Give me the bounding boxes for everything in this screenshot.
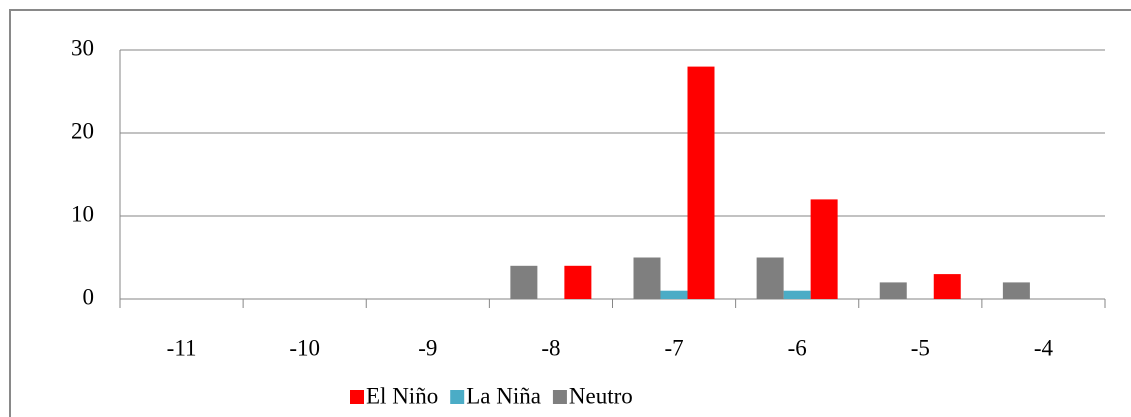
y-tick-label: 10 — [71, 201, 94, 226]
y-tick-label: 20 — [71, 118, 94, 143]
bar — [783, 290, 811, 299]
x-tick-label: -7 — [664, 335, 683, 360]
bar — [933, 274, 961, 299]
x-tick-label: -11 — [167, 335, 197, 360]
x-tick-label: -10 — [289, 335, 320, 360]
x-tick-label: -9 — [418, 335, 437, 360]
bar — [564, 265, 592, 299]
x-tick-label: -5 — [911, 335, 930, 360]
legend-swatch — [350, 390, 364, 404]
bar — [660, 290, 688, 299]
bar — [1002, 282, 1030, 299]
x-tick-label: -6 — [788, 335, 807, 360]
bar — [810, 199, 838, 299]
bar — [756, 257, 784, 299]
bar — [879, 282, 907, 299]
legend-label: La Niña — [466, 383, 541, 408]
x-tick-label: -4 — [1034, 335, 1054, 360]
legend-swatch — [552, 390, 567, 404]
x-tick-label: -8 — [541, 335, 560, 360]
chart-border — [9, 9, 1131, 417]
bar — [510, 265, 538, 299]
bar — [633, 257, 661, 299]
y-tick-label: 0 — [83, 284, 95, 309]
legend-label: Neutro — [569, 383, 633, 408]
legend-swatch — [450, 390, 465, 404]
legend-label: El Niño — [366, 383, 438, 408]
y-tick-label: 30 — [71, 35, 94, 60]
bar — [687, 66, 715, 299]
